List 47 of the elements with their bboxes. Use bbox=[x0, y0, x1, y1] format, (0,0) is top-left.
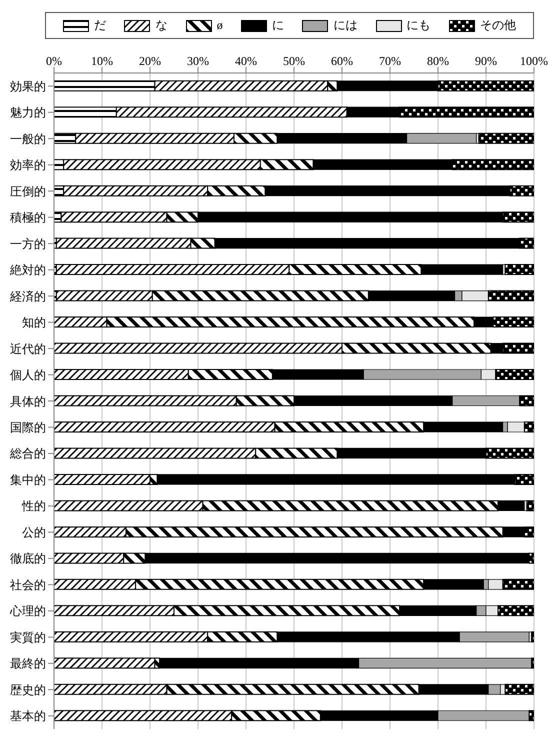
x-tick-label: 30% bbox=[187, 54, 209, 68]
y-tick-label: 一方的 bbox=[10, 236, 46, 251]
legend-label: にも bbox=[406, 17, 431, 34]
y-tick-label: 近代的 bbox=[10, 342, 46, 356]
legend-label: に bbox=[272, 17, 284, 34]
y-tick-label: 圧倒的 bbox=[10, 184, 46, 198]
y-tick-label: 心理的 bbox=[9, 604, 46, 618]
legend-label: な bbox=[155, 17, 168, 34]
y-tick-label: 一般的 bbox=[10, 132, 46, 146]
x-tick-label: 100% bbox=[520, 54, 548, 68]
legend-label: ø bbox=[216, 18, 223, 33]
y-tick-label: 公的 bbox=[22, 525, 46, 540]
y-tick-label: 徹底的 bbox=[10, 552, 46, 566]
x-tick-label: 90% bbox=[475, 54, 497, 68]
legend-label: だ bbox=[94, 17, 106, 34]
y-tick-label: 集中的 bbox=[10, 472, 46, 487]
y-tick-label: 積極的 bbox=[10, 210, 46, 225]
y-tick-label: 総合的 bbox=[9, 446, 46, 461]
y-tick-label: 基本的 bbox=[10, 709, 46, 724]
y-tick-label: 魅力的 bbox=[10, 106, 46, 120]
legend-label: には bbox=[333, 17, 358, 34]
bar bbox=[478, 132, 534, 144]
y-tick-label: 絶対的 bbox=[9, 263, 46, 278]
x-tick-label: 20% bbox=[139, 54, 161, 68]
x-tick-label: 40% bbox=[235, 54, 257, 68]
y-tick-label: 経済的 bbox=[9, 289, 46, 304]
y-tick-label: 最終的 bbox=[10, 656, 46, 671]
legend-label: その他 bbox=[480, 17, 516, 34]
y-tick-label: 知的 bbox=[22, 316, 46, 330]
bar bbox=[531, 631, 534, 642]
x-tick-label: 50% bbox=[283, 54, 305, 68]
y-tick-label: 効率的 bbox=[10, 158, 46, 172]
x-tick-label: 60% bbox=[331, 54, 353, 68]
y-tick-label: 個人的 bbox=[10, 368, 46, 382]
y-tick-label: 性的 bbox=[21, 499, 46, 514]
x-tick-label: 70% bbox=[379, 54, 401, 68]
bar bbox=[526, 500, 534, 512]
y-tick-label: 効果的 bbox=[10, 79, 46, 94]
y-tick-label: 国際的 bbox=[10, 420, 46, 434]
x-tick-label: 10% bbox=[91, 54, 113, 68]
x-tick-label: 0% bbox=[46, 54, 62, 68]
x-tick-label: 80% bbox=[427, 54, 449, 68]
y-tick-label: 実質的 bbox=[10, 630, 46, 644]
y-tick-label: 具体的 bbox=[10, 394, 46, 408]
bar bbox=[504, 264, 534, 276]
y-tick-label: 歴史的 bbox=[10, 682, 46, 697]
y-tick-label: 社会的 bbox=[10, 578, 46, 592]
